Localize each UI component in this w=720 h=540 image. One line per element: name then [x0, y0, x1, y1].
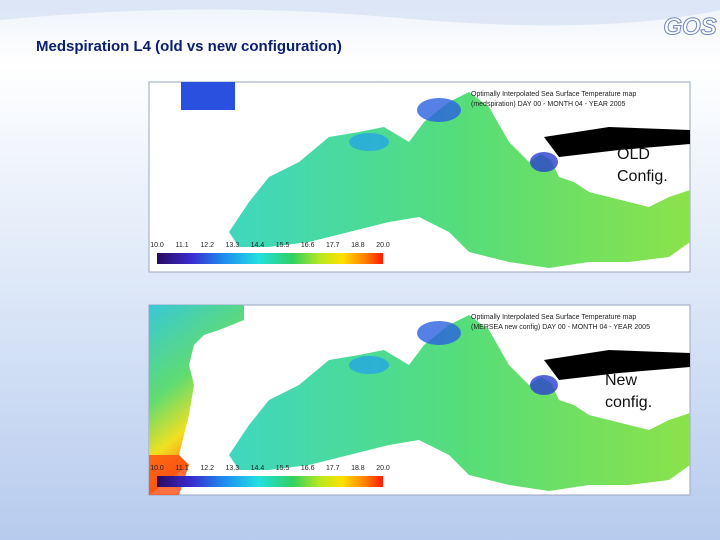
map-header: Optimally Interpolated Sea Surface Tempe… — [471, 314, 636, 321]
mediterranean — [229, 315, 690, 491]
cold-patch — [417, 321, 461, 345]
colorbar-label: 12.2 — [200, 242, 214, 249]
annotation: OLD — [617, 146, 650, 163]
colorbar-label: 20.0 — [376, 465, 390, 472]
annotation: config. — [605, 394, 652, 411]
map-panel: Optimally Interpolated Sea Surface Tempe… — [148, 81, 691, 273]
black-sea — [544, 127, 690, 157]
colorbar-label: 17.7 — [326, 242, 340, 249]
black-sea — [544, 350, 690, 380]
map-panel: Optimally Interpolated Sea Surface Tempe… — [148, 304, 691, 496]
map-header: (medspiration) DAY 00 - MONTH 04 - YEAR … — [471, 101, 626, 108]
cold-patch — [530, 375, 558, 395]
cold-patch — [530, 152, 558, 172]
cold-patch — [349, 356, 389, 374]
colorbar-label: 17.7 — [326, 465, 340, 472]
colorbar-label: 10.0 — [150, 242, 164, 249]
colorbar-label: 14.4 — [251, 242, 265, 249]
colorbar-label: 12.2 — [200, 465, 214, 472]
colorbar-label: 15.5 — [276, 242, 290, 249]
colorbar-label: 11.1 — [176, 242, 189, 249]
colorbar-label: 18.8 — [351, 465, 365, 472]
colorbar-label: 18.8 — [351, 242, 365, 249]
logo: GOS — [663, 13, 716, 40]
colorbar-label: 11.1 — [176, 465, 189, 472]
atlantic — [149, 305, 244, 495]
annotation: New — [605, 372, 637, 389]
colorbar — [157, 253, 383, 264]
cold-patch — [417, 98, 461, 122]
annotation: Config. — [617, 168, 668, 185]
colorbar-label: 13.3 — [226, 242, 240, 249]
map-header: Optimally Interpolated Sea Surface Tempe… — [471, 91, 636, 98]
slide-title: Medspiration L4 (old vs new configuratio… — [36, 38, 342, 55]
colorbar — [157, 476, 383, 487]
colorbar-label: 14.4 — [251, 465, 265, 472]
bay-of-biscay — [181, 82, 235, 110]
colorbar-label: 10.0 — [150, 465, 164, 472]
colorbar-label: 13.3 — [226, 465, 240, 472]
map-header: (MERSEA new config) DAY 00 - MONTH 04 - … — [471, 324, 650, 331]
colorbar-label: 16.6 — [301, 465, 315, 472]
cold-patch — [349, 133, 389, 151]
mediterranean — [229, 92, 690, 268]
colorbar-label: 16.6 — [301, 242, 315, 249]
header-decoration — [0, 0, 720, 26]
colorbar-label: 15.5 — [276, 465, 290, 472]
colorbar-label: 20.0 — [376, 242, 390, 249]
